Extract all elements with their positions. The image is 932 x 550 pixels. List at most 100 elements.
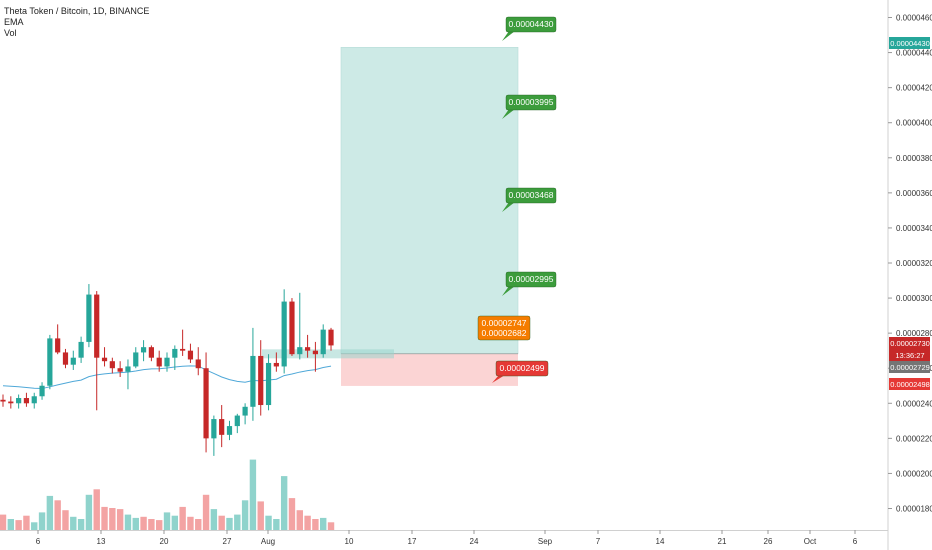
volume-bar: [265, 515, 272, 530]
stop-price-badge: [889, 378, 930, 390]
volume-bar: [304, 515, 311, 530]
callout-box: [505, 187, 557, 204]
time-tick-label: 10: [345, 537, 354, 546]
volume-bar: [218, 515, 225, 530]
candle-body: [242, 406, 248, 416]
volume-bar: [101, 506, 108, 530]
volume-bar: [187, 516, 194, 530]
candle-body: [219, 419, 225, 435]
candle-body: [203, 368, 209, 439]
candle-body: [31, 396, 37, 404]
price-axis-badges: 0.00004430 0.00002730 13:36:27 0.00002729 0.…: [889, 37, 930, 390]
volume-bar: [77, 519, 85, 530]
last-price-badge-text: 0.00002730: [890, 339, 930, 348]
volume-bar: [15, 520, 22, 530]
ema-indicator-label[interactable]: EMA: [4, 17, 24, 27]
candle-body: [39, 385, 45, 397]
target-price-badge-text: 0.00004430: [890, 39, 930, 48]
time-tick-label: 13: [97, 537, 106, 546]
ema-price-badge: [889, 361, 930, 373]
long-position-zones[interactable]: [262, 47, 519, 386]
candle-body: [133, 352, 139, 367]
candle-body: [109, 361, 115, 369]
callout-text: 0.00003995: [509, 97, 554, 107]
volume-bar: [257, 501, 264, 530]
time-tick-label: 6: [36, 537, 41, 546]
candle-body: [8, 401, 14, 404]
volume-bar: [226, 517, 233, 530]
callout-box: [505, 94, 557, 111]
candle-body: [281, 301, 287, 367]
candle-body: [265, 362, 272, 406]
volume-bar: [156, 520, 163, 530]
candle-body: [320, 329, 326, 355]
callout-text: 0.00003468: [509, 190, 554, 200]
volume-bar: [93, 489, 100, 530]
volume-bar: [109, 508, 116, 530]
volume-bar: [210, 509, 218, 530]
volume-bar: [171, 515, 179, 530]
target-label: 0.00004430: [502, 16, 557, 41]
volume-bar: [85, 494, 93, 530]
time-tick-label: 27: [223, 537, 232, 546]
callout-text: 0.00002499: [500, 363, 545, 373]
candle-body: [328, 329, 334, 346]
candle-body: [304, 347, 311, 351]
volume-bar: [31, 522, 38, 530]
candle-body: [94, 294, 100, 358]
volume-bar: [7, 519, 15, 530]
candle-body: [16, 398, 22, 404]
candle-body: [226, 426, 233, 435]
callout-text: 0.00004430: [509, 19, 554, 29]
candle-body: [234, 415, 240, 427]
candle-body: [47, 338, 53, 386]
candle-body: [180, 348, 186, 351]
time-tick-label: 26: [764, 537, 773, 546]
volume-bar: [288, 498, 296, 530]
volume-bar: [148, 519, 155, 530]
candle-body: [250, 355, 256, 407]
stop-price-badge-text: 0.00002498: [890, 380, 930, 389]
volume-bar: [163, 512, 171, 530]
countdown-badge-text: 13:36:27: [895, 351, 924, 360]
callout-pointer: [502, 31, 515, 41]
candles: [0, 284, 334, 456]
volume-bar: [249, 459, 257, 530]
candle-body: [297, 347, 303, 355]
candle-body: [117, 368, 123, 372]
volume-bar: [23, 515, 30, 530]
symbol-title[interactable]: Theta Token / Bitcoin, 1D, BINANCE: [4, 6, 150, 16]
callout-pointer: [492, 375, 505, 383]
volume-indicator-label[interactable]: Vol: [4, 28, 17, 38]
time-tick-label: 17: [408, 537, 417, 546]
candle-body: [23, 398, 30, 404]
price-tick-label: 0.00001800: [896, 505, 932, 514]
volume-bar: [140, 516, 147, 530]
time-tick-label: 20: [160, 537, 169, 546]
target-label: 0.00003468: [502, 187, 557, 212]
ema-price-badge-text: 0.00002729: [890, 363, 930, 372]
candle-body: [62, 352, 69, 365]
callout-pointer: [502, 109, 515, 119]
callout-box: [495, 360, 549, 377]
volume-bars: [0, 459, 335, 530]
time-axis[interactable]: 6 13 20 27 Aug 10 17 24 Sep 7 14 21 26 Oct 6: [36, 530, 858, 546]
volume-bar: [202, 494, 210, 530]
volume-bar: [54, 500, 61, 530]
volume-bar: [327, 522, 335, 530]
candle-body: [195, 359, 201, 369]
time-tick-label: Sep: [538, 537, 553, 546]
callout-box: [505, 16, 557, 33]
callout-box: [505, 271, 557, 288]
